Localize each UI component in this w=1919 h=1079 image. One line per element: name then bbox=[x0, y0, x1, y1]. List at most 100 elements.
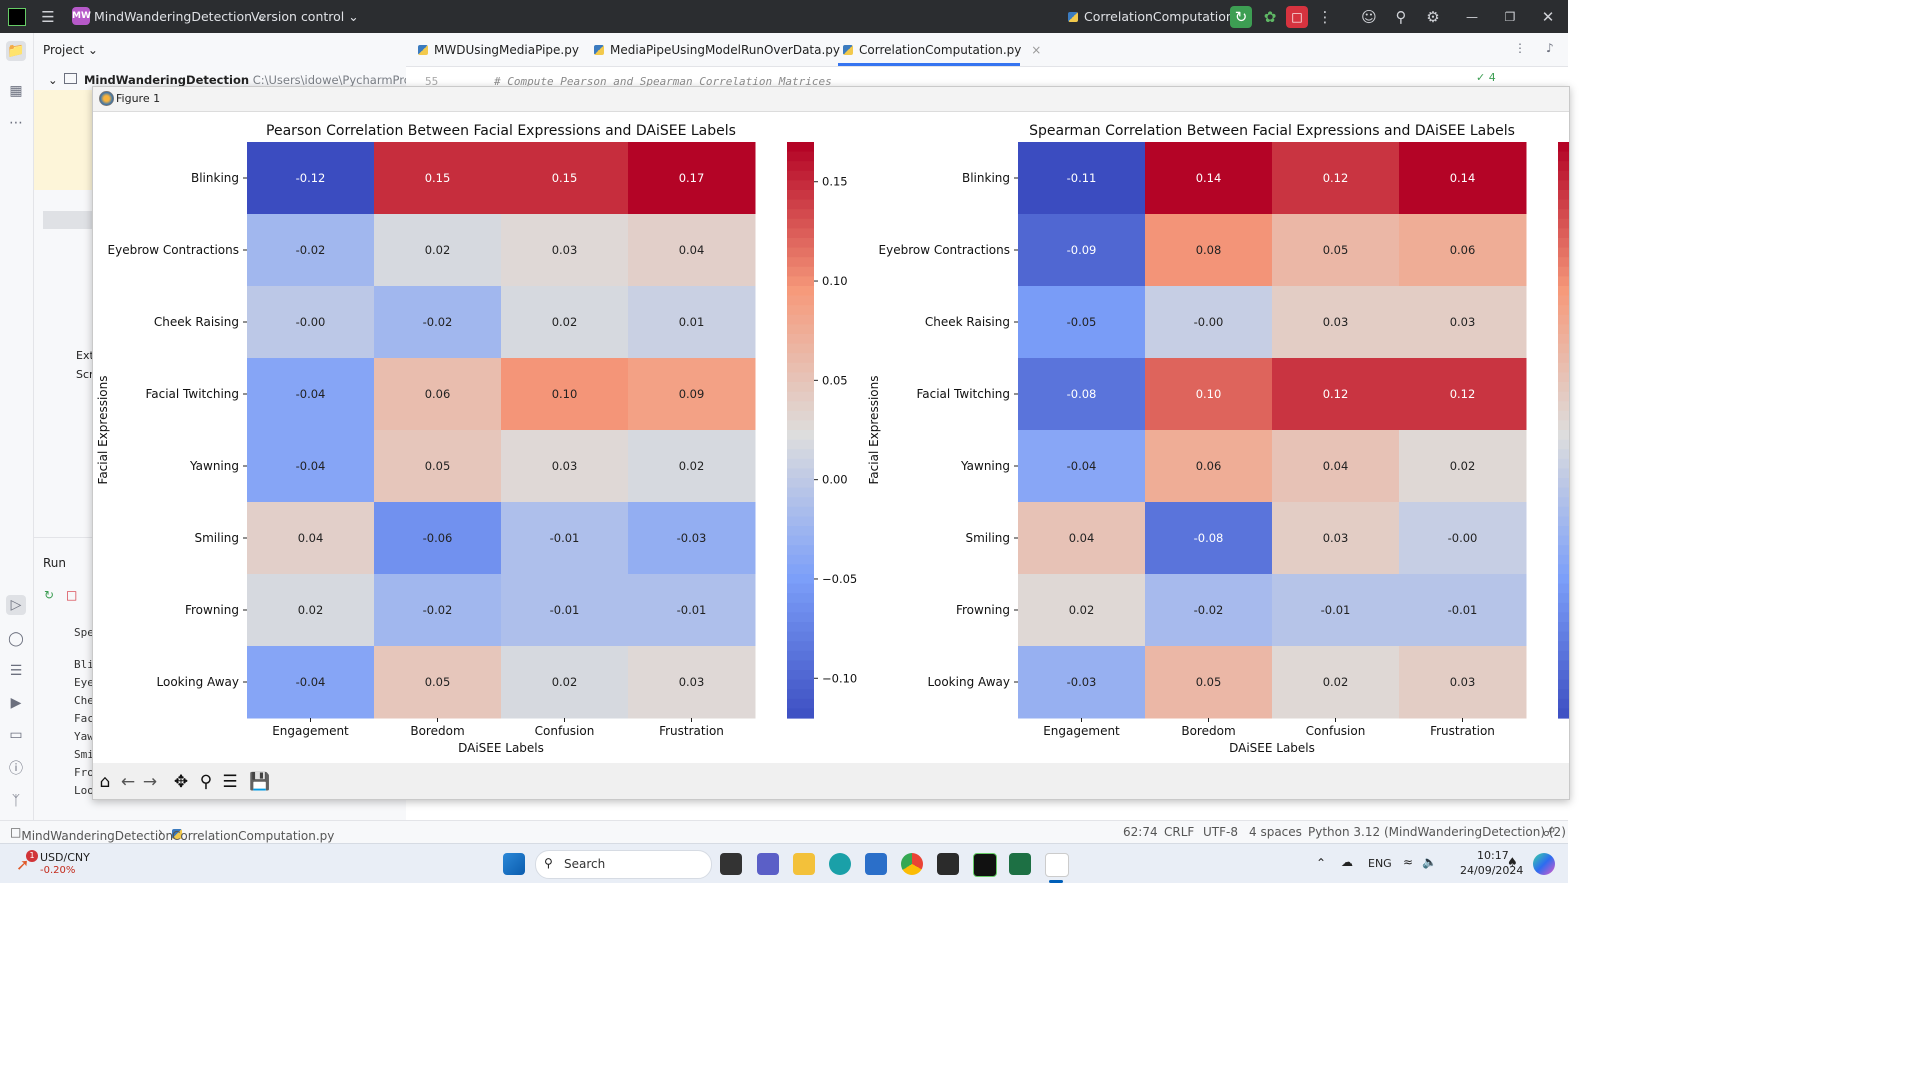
cell-value-label: -0.01 bbox=[550, 531, 580, 545]
add-user-icon[interactable]: ☺ bbox=[1361, 8, 1377, 26]
colorbar-segment bbox=[1558, 391, 1569, 402]
services-icon[interactable]: ▶ bbox=[10, 695, 22, 711]
teams-icon[interactable] bbox=[757, 853, 779, 875]
language-indicator[interactable]: ENG bbox=[1368, 857, 1392, 870]
git-icon[interactable]: ᛉ bbox=[11, 793, 21, 809]
heatmap-cell bbox=[1018, 574, 1146, 647]
colorbar-segment bbox=[787, 689, 814, 700]
configure-subplots-icon[interactable]: ☰ bbox=[222, 772, 238, 792]
tree-selected-row[interactable] bbox=[43, 211, 93, 229]
run-panel: Run ↻ □ Spe Bli Eye Che Fac Yaw Smi Fro … bbox=[34, 537, 94, 821]
volume-icon[interactable]: 🔈 bbox=[1422, 855, 1437, 869]
project-switcher[interactable]: MindWanderingDetection ⌄ bbox=[94, 9, 267, 24]
stop-small-icon[interactable]: □ bbox=[66, 588, 78, 602]
run-tool-icon[interactable]: ▷ bbox=[6, 595, 26, 615]
search-icon[interactable]: ⚲ bbox=[1395, 8, 1407, 26]
pycharm-app-icon[interactable] bbox=[973, 853, 997, 877]
tray-chevron-icon[interactable]: ⌃ bbox=[1316, 856, 1327, 870]
heatmap-cell bbox=[628, 214, 756, 287]
colorbar-segment bbox=[787, 487, 814, 498]
project-pane-title[interactable]: Project ⌄ bbox=[43, 43, 98, 57]
colorbar-segment bbox=[787, 439, 814, 450]
run-config-selector[interactable]: CorrelationComputation ⌄ bbox=[1068, 9, 1248, 24]
file-explorer-icon[interactable] bbox=[793, 853, 815, 875]
more-actions-icon[interactable]: ⋮ bbox=[1317, 8, 1333, 26]
python-console-icon[interactable]: ◯ bbox=[8, 631, 24, 647]
close-tab-icon[interactable]: × bbox=[1031, 43, 1042, 57]
tab-correlation-computation[interactable]: CorrelationComputation.py × bbox=[843, 43, 1041, 57]
more-tools-icon[interactable]: ⋯ bbox=[9, 115, 23, 131]
terminal-icon[interactable]: ▭ bbox=[9, 727, 23, 743]
cell-value-label: 0.12 bbox=[1450, 387, 1476, 401]
tab-mwd-using-mediapipe[interactable]: MWDUsingMediaPipe.py bbox=[418, 43, 579, 57]
rerun-small-icon[interactable]: ↻ bbox=[44, 588, 55, 602]
close-window-icon[interactable]: ✕ bbox=[1541, 8, 1555, 26]
stop-icon[interactable]: □ bbox=[1286, 6, 1308, 28]
tree-item-scratches[interactable]: Scr bbox=[76, 368, 94, 381]
debug-icon[interactable]: ✿ bbox=[1263, 8, 1277, 26]
python-packages-icon[interactable]: ☰ bbox=[9, 663, 23, 679]
project-folder-icon[interactable]: 📁 bbox=[6, 41, 26, 61]
structure-icon[interactable]: ▦ bbox=[9, 83, 23, 99]
cell-value-label: 0.12 bbox=[1323, 171, 1349, 185]
indent-setting[interactable]: 4 spaces bbox=[1249, 825, 1302, 839]
python-figure-app-icon[interactable] bbox=[1045, 853, 1069, 877]
file-encoding[interactable]: UTF-8 bbox=[1203, 825, 1238, 839]
wifi-icon[interactable]: ≈ bbox=[1403, 855, 1414, 869]
minimize-icon[interactable]: — bbox=[1466, 10, 1478, 24]
y-tick-label: Cheek Raising bbox=[925, 315, 1010, 329]
taskbar-search-box[interactable]: ⚲ Search bbox=[535, 850, 712, 879]
colorbar-segment bbox=[1558, 324, 1569, 335]
cell-value-label: 0.03 bbox=[1450, 675, 1476, 689]
clock-time[interactable]: 10:17 bbox=[1477, 849, 1509, 862]
clock-date[interactable]: 24/09/2024 bbox=[1460, 864, 1524, 877]
colorbar-segment bbox=[787, 516, 814, 527]
terminal-app-icon[interactable] bbox=[937, 853, 959, 875]
copilot-icon[interactable] bbox=[1533, 853, 1555, 875]
inspection-widget[interactable]: ✓ 4 bbox=[1476, 71, 1496, 84]
version-control-menu[interactable]: Version control ⌄ bbox=[251, 9, 359, 24]
interpreter-selector[interactable]: Python 3.12 (MindWanderingDetection) (2) bbox=[1308, 825, 1566, 839]
more-tabs-icon[interactable]: ⋮ bbox=[1514, 41, 1526, 55]
rerun-icon[interactable]: ↻ bbox=[1230, 6, 1252, 28]
code-line[interactable]: # Compute Pearson and Spearman Correlati… bbox=[494, 75, 832, 88]
console-line: Eye bbox=[74, 676, 94, 689]
save-figure-icon[interactable]: 💾 bbox=[249, 772, 271, 792]
colorbar-tick-label: 0.10 bbox=[822, 274, 848, 288]
settings-gear-icon[interactable]: ⚙ bbox=[1426, 8, 1440, 26]
pan-move-icon[interactable]: ✥ bbox=[173, 772, 189, 792]
home-icon[interactable]: ⌂ bbox=[99, 772, 111, 792]
chrome-icon[interactable] bbox=[901, 853, 923, 875]
colorbar-segment bbox=[1558, 535, 1569, 546]
task-view-icon[interactable] bbox=[720, 853, 742, 875]
stock-ticker: USD/CNY bbox=[40, 851, 90, 864]
restore-icon[interactable]: ❐ bbox=[1504, 10, 1516, 24]
tree-item-external[interactable]: Ext bbox=[76, 349, 94, 362]
notification-bell-icon[interactable]: ♠ bbox=[1507, 855, 1518, 869]
store-icon[interactable] bbox=[865, 853, 887, 875]
lock-icon[interactable]: ☍ bbox=[1543, 825, 1556, 839]
edge-icon[interactable] bbox=[829, 853, 851, 875]
breadcrumb-project[interactable]: □ MindWanderingDetection bbox=[10, 825, 174, 843]
tab-mediapipe-model-run[interactable]: MediaPipeUsingModelRunOverData.py bbox=[594, 43, 840, 57]
y-tick-label: Cheek Raising bbox=[154, 315, 239, 329]
caret-position[interactable]: 62:74 bbox=[1123, 825, 1158, 839]
excel-icon[interactable] bbox=[1009, 853, 1031, 875]
problems-icon[interactable]: ⓘ bbox=[9, 761, 23, 777]
x-tick-label: Boredom bbox=[1181, 724, 1235, 738]
run-panel-title[interactable]: Run bbox=[43, 556, 67, 570]
line-separator[interactable]: CRLF bbox=[1164, 825, 1195, 839]
zoom-icon[interactable]: ⚲ bbox=[199, 772, 213, 792]
stock-widget[interactable]: ➚ 1 USD/CNY -0.20% bbox=[14, 849, 124, 879]
colorbar-segment bbox=[787, 170, 814, 181]
colorbar-segment bbox=[787, 545, 814, 556]
main-menu-icon[interactable]: ☰ bbox=[41, 8, 55, 26]
tray-app-icon[interactable]: ☁ bbox=[1341, 855, 1353, 869]
start-windows-icon[interactable] bbox=[503, 853, 525, 875]
console-line: Yaw bbox=[74, 730, 94, 743]
forward-arrow-icon[interactable]: → bbox=[142, 772, 158, 792]
project-badge[interactable]: MW bbox=[72, 7, 91, 25]
tree-highlight-folder[interactable] bbox=[34, 90, 92, 190]
back-arrow-icon[interactable]: ← bbox=[120, 772, 136, 792]
notifications-icon[interactable]: ♪ bbox=[1546, 41, 1554, 55]
